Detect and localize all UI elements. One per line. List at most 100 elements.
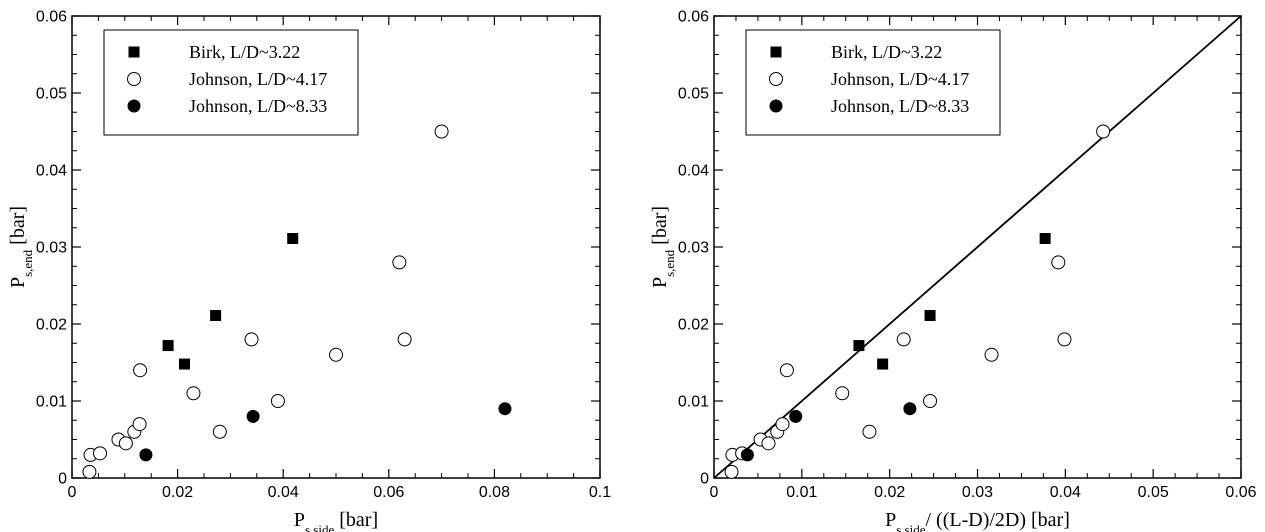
data-point [761, 436, 776, 451]
data-point [133, 363, 148, 378]
data-point [896, 332, 911, 347]
legend-label: Birk, L/D~3.22 [189, 42, 300, 62]
y-axis-title-unit: [bar] [649, 206, 671, 250]
x-tick-label: 0.03 [962, 484, 993, 501]
y-tick-label: 0.01 [36, 394, 67, 411]
legend: Birk, L/D~3.22 Johnson, L/D~4.17 Johnson, … [745, 29, 1001, 136]
x-axis-title-base: P [885, 509, 896, 531]
y-axis-title: Ps,end [bar] [649, 206, 677, 288]
y-tick-label: 0.02 [678, 317, 709, 334]
y-tick-label: 0.02 [36, 317, 67, 334]
data-point [903, 402, 917, 416]
data-point [1096, 124, 1111, 139]
data-point [92, 446, 107, 461]
y-axis-title-subscript: s,end [20, 249, 35, 277]
legend-label: Johnson, L/D~8.33 [831, 96, 969, 116]
data-point [210, 310, 222, 322]
data-point [724, 464, 739, 479]
data-point [329, 347, 343, 362]
y-tick-label: 0.04 [36, 163, 67, 180]
legend-marker [770, 46, 782, 58]
x-tick-label: 0 [68, 484, 77, 501]
data-point [779, 363, 794, 378]
data-point [82, 464, 97, 479]
legend-marker [128, 46, 140, 58]
data-point [877, 358, 889, 370]
legend: Birk, L/D~3.22 Johnson, L/D~4.17 Johnson, … [103, 29, 359, 136]
data-point [139, 448, 153, 462]
y-tick-label: 0 [700, 471, 709, 488]
data-point [246, 409, 260, 423]
data-point [392, 255, 407, 270]
data-point [118, 436, 133, 451]
data-point [1051, 255, 1066, 270]
data-point [853, 340, 865, 352]
x-tick-label: 0.02 [874, 484, 905, 501]
legend-marker [127, 72, 141, 86]
x-tick-label: 0.05 [1138, 484, 1169, 501]
x-tick-label: 0.06 [1225, 484, 1256, 501]
x-tick-label: 0.04 [1050, 484, 1081, 501]
data-point [923, 394, 938, 408]
data-point [434, 124, 449, 139]
y-tick-label: 0.06 [678, 9, 709, 26]
reference-line [713, 15, 1242, 479]
y-axis-title: Ps,end [bar] [7, 206, 35, 288]
legend-label: Johnson, L/D~4.17 [831, 69, 969, 89]
x-tick-label: 0.02 [162, 484, 193, 501]
x-axis-title: Ps,side/ ((L-D)/2D) [bar] [885, 509, 1070, 532]
data-point [178, 358, 190, 370]
legend-label: Birk, L/D~3.22 [831, 42, 942, 62]
x-axis-title-subscript: s,side [305, 522, 334, 532]
y-axis-title-base: P [649, 277, 671, 288]
x-tick-label: 0.06 [373, 484, 404, 501]
y-tick-label: 0.04 [678, 163, 709, 180]
x-tick-label: 0 [710, 484, 719, 501]
data-point [244, 332, 259, 347]
y-axis-title-unit: [bar] [7, 206, 29, 250]
x-tick-label: 0.04 [268, 484, 299, 501]
data-point [162, 340, 174, 352]
legend-label: Johnson, L/D~4.17 [189, 69, 327, 89]
x-axis-title: Ps,side [bar] [294, 509, 378, 532]
legend-box [103, 29, 359, 136]
x-axis-title-unit: [bar] [334, 509, 378, 531]
legend-marker [127, 99, 141, 113]
y-tick-label: 0.05 [678, 86, 709, 103]
right-scatter-chart: 0 0.01 0.02 0.03 0.04 0.05 0.06 0 0.01 0.02 0.03 0.… [649, 9, 1257, 532]
data-point [835, 386, 850, 401]
y-tick-label: 0.03 [36, 240, 67, 257]
data-point [775, 417, 790, 432]
data-point [924, 310, 936, 322]
x-tick-label: 0.08 [479, 484, 510, 501]
y-tick-label: 0.01 [678, 394, 709, 411]
data-point [132, 417, 147, 432]
data-point [212, 424, 227, 439]
y-tick-label: 0 [58, 471, 67, 488]
x-axis-title-base: P [294, 509, 305, 531]
y-tick-label: 0.05 [36, 86, 67, 103]
legend-marker [769, 72, 783, 86]
x-axis-title-unit: / ((L-D)/2D) [bar] [926, 509, 1070, 531]
data-point [498, 402, 512, 416]
y-tick-label: 0.03 [678, 240, 709, 257]
legend-marker [769, 99, 783, 113]
data-point [740, 448, 754, 462]
y-axis-title-base: P [7, 277, 29, 288]
data-point [397, 332, 412, 347]
data-point [862, 424, 877, 439]
data-point [270, 394, 285, 408]
y-tick-label: 0.06 [36, 9, 67, 26]
left-scatter-chart: 0 0.02 0.04 0.06 0.08 0.1 0 0.01 0.02 0.03 0.04 0.0… [7, 9, 611, 532]
data-point [1039, 233, 1051, 245]
y-axis-title-subscript: s,end [662, 249, 677, 277]
x-tick-label: 0.1 [589, 484, 611, 501]
data-point [789, 409, 803, 423]
data-point [984, 347, 999, 362]
data-point [186, 386, 201, 401]
legend-label: Johnson, L/D~8.33 [189, 96, 327, 116]
x-tick-label: 0.01 [786, 484, 817, 501]
data-point [1057, 332, 1072, 347]
legend-box [745, 29, 1001, 136]
